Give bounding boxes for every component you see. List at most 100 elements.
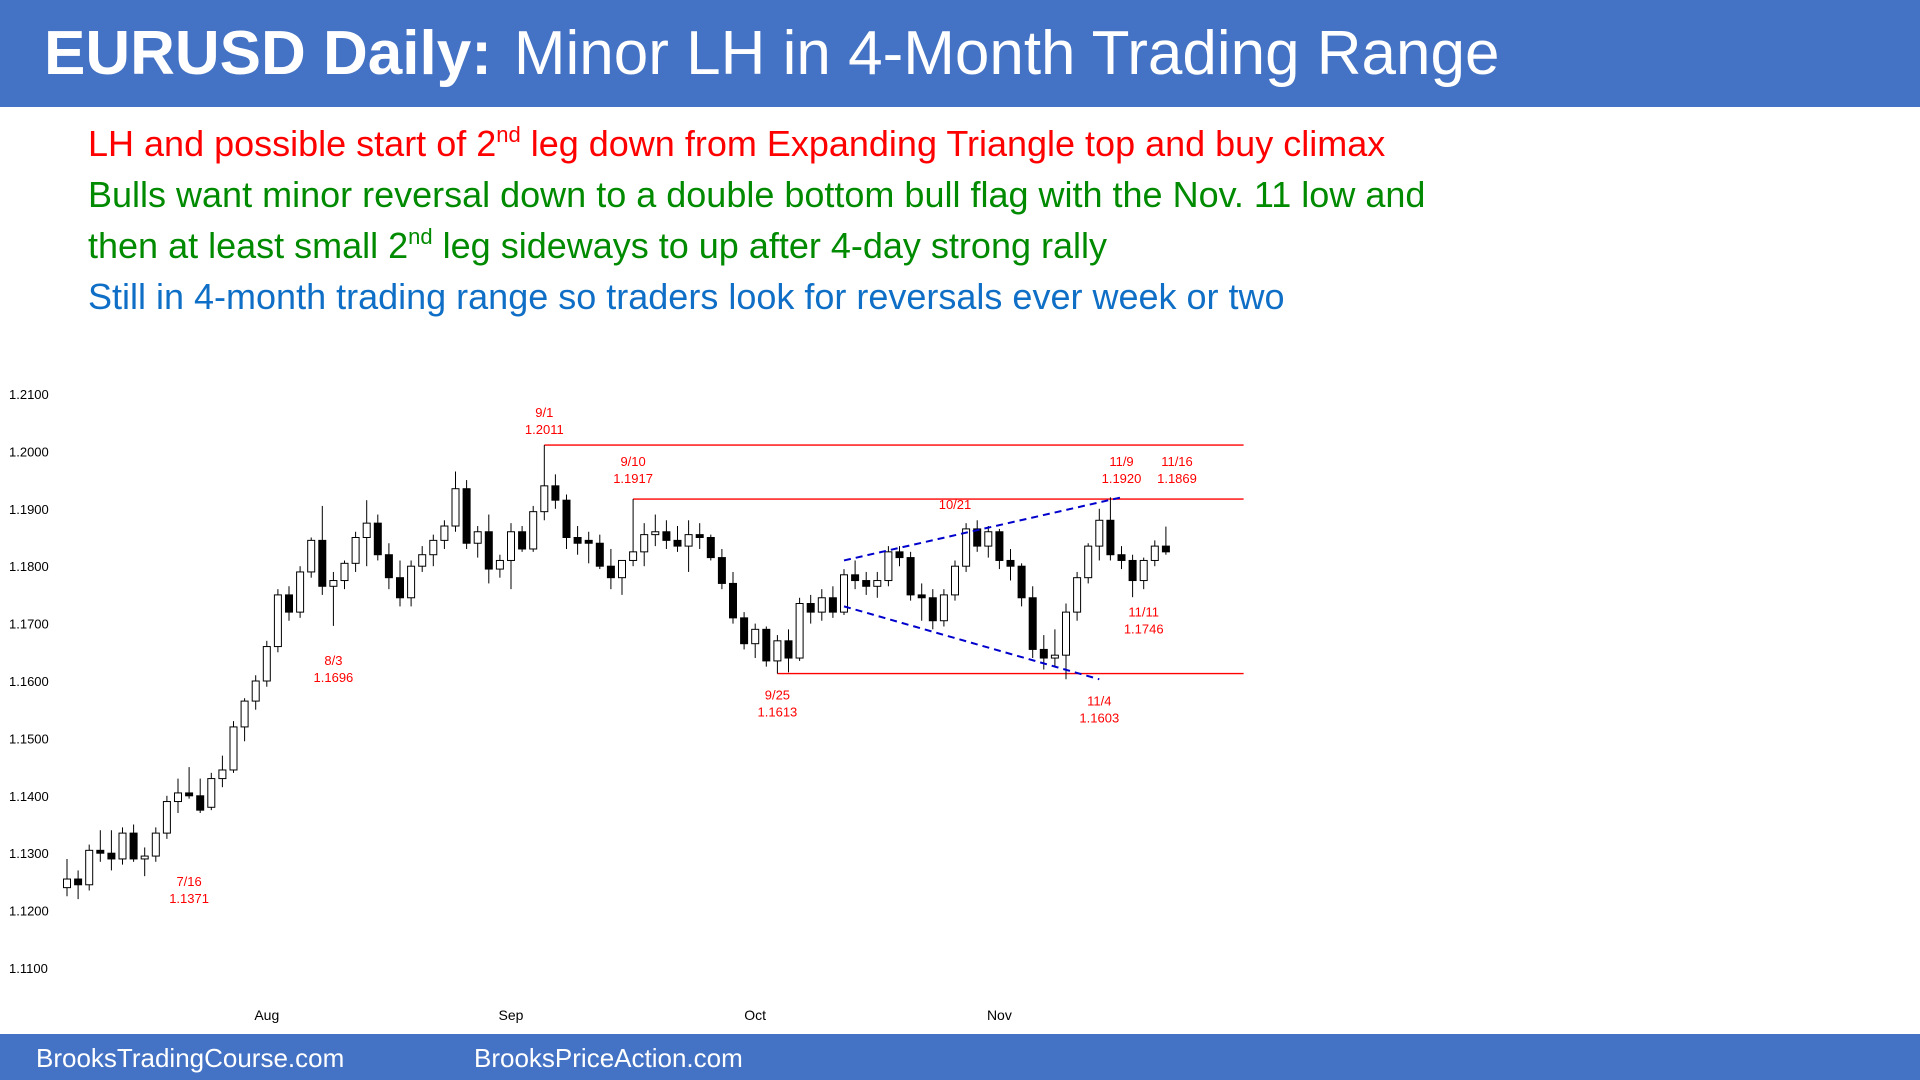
y-tick-label: 1.1500 [9, 731, 49, 746]
candle [662, 520, 671, 549]
label-8-3: 8/3 1.1696 [314, 653, 354, 685]
y-tick-label: 1.2100 [9, 387, 49, 402]
candle [451, 471, 460, 532]
candle [540, 445, 549, 521]
candle [1106, 497, 1115, 561]
candle [862, 571, 871, 595]
title-text: Minor LH in 4-Month Trading Range [513, 19, 1500, 88]
annotation-price: 1.1371 [169, 891, 209, 906]
candle [307, 537, 316, 578]
candle [1128, 554, 1137, 598]
candle [584, 531, 593, 564]
y-tick-label: 1.1300 [9, 846, 49, 861]
candle-body-bull [473, 531, 482, 544]
candle-body-bull [151, 832, 160, 857]
label-11-11: 11/11 1.1746 [1124, 604, 1164, 636]
note-line-3-sup: nd [408, 224, 433, 249]
candle [951, 560, 959, 601]
label-11-9: 11/9 1.1920 [1102, 454, 1142, 486]
label-9-1: 9/1 1.2011 [525, 405, 564, 437]
candle-body-bear [185, 792, 194, 797]
candle [262, 640, 271, 687]
candle [1150, 540, 1159, 567]
candle-body-bull [1139, 559, 1148, 582]
candle [129, 824, 138, 862]
candle-body-bull [951, 565, 959, 596]
annotation-price: 1.1746 [1124, 621, 1164, 636]
candle [384, 543, 393, 590]
candle-body-bull [229, 726, 238, 771]
candle-body-bull [218, 769, 227, 780]
candle [629, 499, 638, 567]
candle-body-bear [285, 594, 293, 613]
y-tick-label: 1.1900 [9, 502, 49, 517]
candle-body-bear [862, 580, 871, 587]
candle [473, 526, 482, 558]
note-line-1-sup: nd [496, 122, 521, 147]
candle-body-bull [451, 488, 460, 527]
commentary: LH and possible start of 2nd leg down fr… [88, 118, 1888, 322]
label-7-16: 7/16 1.1371 [169, 874, 209, 906]
candle-body-bear [784, 640, 793, 659]
candle [1139, 557, 1148, 590]
label-9-25: 9/25 1.1613 [758, 688, 798, 720]
candle-body-bear [828, 597, 837, 613]
candle [573, 526, 582, 555]
title-banner: EURUSD Daily: Minor LH in 4-Month Tradin… [0, 0, 1920, 107]
candle [851, 560, 860, 590]
candle [673, 526, 682, 552]
annotation-date: 11/9 [1109, 454, 1133, 469]
candle [85, 844, 94, 891]
annotation-date: 9/1 [535, 405, 553, 420]
candle-body-bull [251, 680, 260, 702]
candle-body-bear [1028, 597, 1037, 650]
candle [396, 560, 404, 607]
candle [207, 772, 216, 811]
candle [318, 505, 327, 595]
candle-body-bear [740, 617, 749, 645]
candle [795, 597, 804, 661]
candle-body-bear [729, 582, 737, 619]
candle-body-bear [384, 554, 393, 579]
candle-body-bull [85, 849, 94, 886]
candle [74, 870, 83, 900]
y-tick-label: 1.1700 [9, 617, 49, 632]
candle-body-bull [884, 551, 893, 582]
candle-body-bear [462, 488, 471, 544]
candle-body-bull [140, 855, 149, 860]
y-tick-label: 1.1200 [9, 904, 49, 919]
candle-body-bull [984, 531, 993, 547]
annotation-price: 1.1917 [613, 471, 653, 486]
candle [740, 612, 749, 650]
annotation-price: 1.1869 [1157, 471, 1197, 486]
candle-body-bull [429, 539, 438, 556]
candle [906, 551, 915, 601]
candle-body-bear [906, 557, 915, 596]
candle-body-bull [207, 778, 216, 808]
candle-body-bull [296, 571, 305, 613]
candle [495, 554, 504, 578]
candle-body-bear [928, 597, 937, 622]
note-line-3-rest: leg sideways to up after 4-day strong ra… [432, 225, 1107, 266]
candle [484, 514, 493, 584]
candle [884, 546, 893, 587]
x-tick-label: Aug [254, 1007, 279, 1023]
candle [762, 626, 771, 667]
candle [1073, 571, 1082, 621]
candle-body-bear [74, 878, 83, 886]
candle [296, 566, 305, 618]
y-tick-label: 1.1600 [9, 674, 49, 689]
candle [507, 523, 515, 590]
candle [984, 526, 993, 558]
candle-body-bear [196, 795, 205, 811]
candle-body-bull [1095, 519, 1104, 547]
annotation-date: 11/11 [1128, 604, 1159, 619]
candle [118, 827, 127, 865]
candle-body-bear [1006, 559, 1015, 567]
candle [928, 589, 937, 630]
candle [185, 767, 194, 799]
candle [273, 589, 282, 653]
candle [362, 500, 371, 567]
candle-body-bear [762, 628, 771, 662]
candle-body-bear [129, 832, 138, 860]
